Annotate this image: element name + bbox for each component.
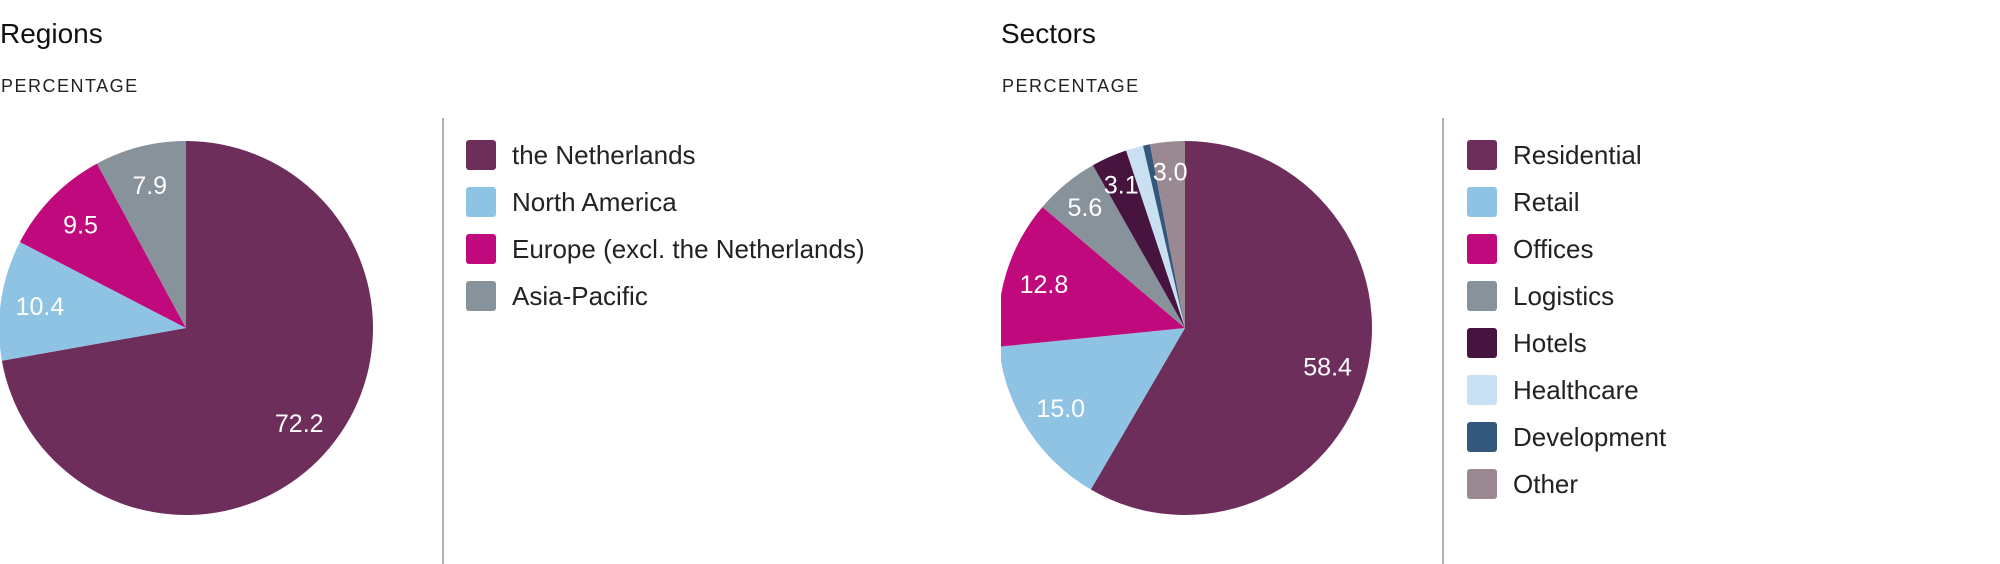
legend-label: Retail <box>1513 186 1580 217</box>
sectors-chart: Sectors PERCENTAGE 58.4 15.0 12.8 5.6 3.1 3.0… <box>1001 0 2000 564</box>
legend-swatch <box>1467 469 1497 499</box>
chart-subtitle: PERCENTAGE <box>1002 76 1140 96</box>
pie-slice-europe-excl-the-netherlands <box>19 163 186 328</box>
legend-label: Asia-Pacific <box>512 280 648 311</box>
legend-swatch <box>1467 140 1497 170</box>
legend-label: Hotels <box>1513 327 1587 358</box>
legend-swatch <box>1467 187 1497 217</box>
chart-title: Regions <box>0 18 103 49</box>
legend-label: Other <box>1513 468 1579 499</box>
legend-swatch <box>1467 281 1497 311</box>
pie-slice-hotels <box>1092 150 1185 328</box>
data-label: 10.4 <box>16 293 65 321</box>
divider <box>1442 118 1444 564</box>
legend-item: North America <box>466 187 865 217</box>
legend-item: Asia-Pacific <box>466 281 865 311</box>
legend: Residential Retail Offices Logistics Hotels H… <box>1467 140 1666 516</box>
data-label: 72.2 <box>275 410 324 438</box>
chart-subtitle: PERCENTAGE <box>1 76 139 96</box>
data-label: 3.1 <box>1104 171 1139 199</box>
legend-swatch <box>1467 234 1497 264</box>
data-label: 58.4 <box>1303 354 1352 382</box>
legend-label: North America <box>512 186 677 217</box>
pie-slice-asia-pacific <box>96 141 186 328</box>
pie-slice-offices <box>1001 207 1185 347</box>
legend-swatch <box>1467 328 1497 358</box>
pie-slice-other <box>1149 141 1185 328</box>
pie-slice-residential <box>1090 141 1372 515</box>
pie-slice-the-netherlands <box>1 141 374 515</box>
legend: the Netherlands North America Europe (excl… <box>466 140 865 328</box>
chart-title: Sectors <box>1001 18 1096 49</box>
data-label: 12.8 <box>1020 271 1069 299</box>
pie-slice-logistics <box>1042 165 1185 328</box>
legend-label: Logistics <box>1513 280 1615 311</box>
legend-item: Residential <box>1467 140 1666 170</box>
data-label: 5.6 <box>1067 194 1102 222</box>
pie-slice-healthcare <box>1126 145 1185 328</box>
legend-item: Europe (excl. the Netherlands) <box>466 234 865 264</box>
pie: 58.4 15.0 12.8 5.63.1 3.0 <box>1001 141 1372 515</box>
data-label: 15.0 <box>1036 395 1085 423</box>
pie-slice-development <box>1143 144 1185 328</box>
data-label: 3.0 <box>1153 159 1188 187</box>
divider <box>442 118 444 564</box>
pie: 72.2 10.4 9.5 7.9 <box>0 141 374 515</box>
legend-label: Offices <box>1513 233 1594 264</box>
pie-slice-north-america <box>0 242 186 361</box>
legend-item: Retail <box>1467 187 1666 217</box>
legend-label: Residential <box>1513 139 1642 170</box>
data-label: 9.5 <box>63 212 98 240</box>
legend-item: Other <box>1467 469 1666 499</box>
data-label: 7.9 <box>132 172 167 200</box>
legend-item: Logistics <box>1467 281 1666 311</box>
pie-slice-retail <box>1001 328 1185 490</box>
legend-item: Healthcare <box>1467 375 1666 405</box>
legend-swatch <box>466 281 496 311</box>
legend-swatch <box>466 140 496 170</box>
legend-item: Offices <box>1467 234 1666 264</box>
legend-swatch <box>466 187 496 217</box>
legend-label: Development <box>1513 421 1667 452</box>
legend-label: Europe (excl. the Netherlands) <box>512 233 865 264</box>
legend-item: Hotels <box>1467 328 1666 358</box>
legend-label: Healthcare <box>1513 374 1639 405</box>
regions-chart: Regions PERCENTAGE 72.2 10.4 9.5 7.9 the Ne… <box>0 18 865 564</box>
legend-swatch <box>1467 375 1497 405</box>
legend-item: Development <box>1467 422 1666 452</box>
legend-swatch <box>1467 422 1497 452</box>
legend-label: the Netherlands <box>512 139 696 170</box>
legend-swatch <box>466 234 496 264</box>
legend-item: the Netherlands <box>466 140 865 170</box>
